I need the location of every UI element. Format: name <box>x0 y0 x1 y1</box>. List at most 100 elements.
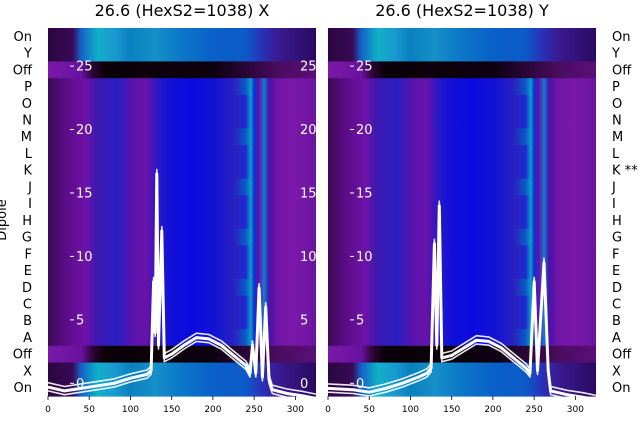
heatmap-row <box>328 178 596 196</box>
x-tick-label: 150 <box>163 405 180 415</box>
heatmap-row <box>48 312 316 330</box>
heatmap-row <box>328 195 596 213</box>
overlay-yticks-left-y: 0 5 10 15 20 25 <box>350 60 373 392</box>
x-tick-label: 150 <box>443 405 460 415</box>
heatmap-row <box>328 278 596 297</box>
row-label: J <box>611 180 616 195</box>
heatmap-row <box>48 128 316 146</box>
row-label: B <box>612 314 621 329</box>
heatmap-row <box>328 212 596 230</box>
row-label: B <box>23 314 32 329</box>
row-label: P <box>612 80 620 95</box>
y-axis-label: Dipole <box>0 199 10 240</box>
heatmap-row <box>48 362 316 380</box>
row-label: I <box>28 197 32 212</box>
row-label: M <box>612 130 623 145</box>
row-label: X <box>612 364 621 379</box>
overlay-ytick-label-right: 15 <box>300 187 317 202</box>
x-tick-label: 250 <box>246 405 263 415</box>
heatmap-row <box>48 345 316 364</box>
x-tick-label: 0 <box>325 405 331 415</box>
row-label: F <box>25 247 32 262</box>
overlay-trace-line <box>327 208 597 405</box>
row-label: Off <box>612 348 632 363</box>
heatmap-row <box>328 128 596 146</box>
heatmap-row <box>48 295 316 313</box>
row-label: A <box>23 331 32 346</box>
row-label: E <box>612 264 620 279</box>
row-label: C <box>23 298 32 313</box>
heatmap-row <box>328 245 596 263</box>
overlay-ytick-label: 0 <box>76 377 84 392</box>
overlay-ytick-label: 25 <box>76 60 93 75</box>
overlay-ytick-label-right: 5 <box>300 313 308 328</box>
heatmap-row <box>48 61 316 79</box>
heatmap-row <box>48 28 316 46</box>
x-tick-label: 300 <box>287 405 304 415</box>
overlay-ytick-label: 20 <box>356 123 373 138</box>
overlay-ytick-label-right: 0 <box>300 377 308 392</box>
row-label: J <box>27 180 32 195</box>
x-tick-label: 300 <box>567 405 584 415</box>
heatmap-row <box>328 295 596 313</box>
heatmap-row <box>48 145 316 163</box>
x-tick-label: 250 <box>526 405 543 415</box>
overlay-ytick-label-right: 10 <box>300 250 317 265</box>
row-label: K <box>23 164 32 179</box>
row-label: Y <box>611 47 620 62</box>
row-label: N <box>22 114 32 129</box>
row-label: Y <box>23 47 32 62</box>
x-tick-label: 200 <box>484 405 501 415</box>
heatmap-row <box>328 161 596 180</box>
panel-title-y: 26.6 (HexS2=1038) Y <box>375 1 549 20</box>
row-label: G <box>22 231 32 246</box>
overlay-ytick-label: 20 <box>76 123 93 138</box>
row-label: A <box>612 331 621 346</box>
heatmap-row <box>48 44 316 63</box>
heatmap-row <box>328 28 596 46</box>
overlay-ytick-label: 5 <box>356 313 364 328</box>
heatmap-row <box>48 178 316 196</box>
heatmap-row <box>48 245 316 263</box>
overlay-ytick-label: 25 <box>356 60 373 75</box>
overlay-trace-line <box>47 176 317 404</box>
heatmap-row <box>328 145 596 163</box>
overlay-ytick-label: 15 <box>76 187 93 202</box>
overlay-trace-x <box>47 168 317 404</box>
heatmap-row <box>48 212 316 230</box>
heatmap-row <box>328 329 596 347</box>
heatmap-row <box>328 312 596 330</box>
heatmap-row <box>328 111 596 129</box>
row-label: L <box>612 147 620 162</box>
overlay-ytick-label-right: 20 <box>300 123 317 138</box>
heatmap-row <box>48 161 316 180</box>
heatmap-row <box>48 329 316 347</box>
row-label: I <box>612 197 616 212</box>
overlay-ytick-label: 10 <box>76 250 93 265</box>
x-ticks-x: 0 50 100 150 200 250 300 <box>45 396 304 415</box>
overlay-ytick-label: 15 <box>356 187 373 202</box>
x-tick-label: 0 <box>45 405 51 415</box>
row-label: On <box>612 381 630 396</box>
heatmap-row <box>48 111 316 129</box>
overlay-yticks-right-x: 0 5 10 15 20 25 <box>300 60 317 392</box>
heatmap-row <box>328 44 596 63</box>
row-label: D <box>612 281 622 296</box>
row-label: P <box>24 80 32 95</box>
panel-title-x: 26.6 (HexS2=1038) X <box>95 1 270 20</box>
overlay-ytick-label: 5 <box>76 313 84 328</box>
overlay-trace-y <box>327 200 597 405</box>
heatmap-row <box>328 228 596 247</box>
heatmap-row <box>48 78 316 96</box>
row-label: O <box>22 97 32 112</box>
row-label: L <box>25 147 33 162</box>
row-label: Off <box>612 63 632 78</box>
x-tick-label: 100 <box>402 405 419 415</box>
heatmap-row <box>48 94 316 113</box>
x-ticks-y: 0 50 100 150 200 250 300 <box>325 396 584 415</box>
row-label: H <box>22 214 32 229</box>
row-label: On <box>14 30 32 45</box>
